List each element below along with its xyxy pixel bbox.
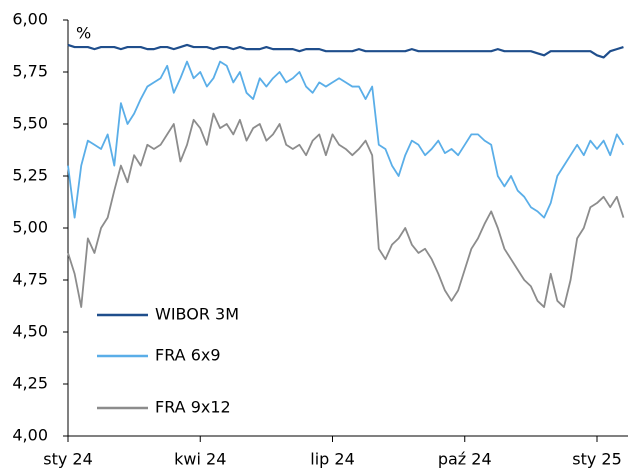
y-tick-label: 5,25 bbox=[12, 166, 48, 185]
y-tick-label: 5,75 bbox=[12, 62, 48, 81]
series-line bbox=[67, 112, 625, 308]
y-tick-label: 4,50 bbox=[12, 322, 48, 341]
y-tick-label: 6,00 bbox=[12, 10, 48, 29]
y-tick-label: 4,00 bbox=[12, 426, 48, 445]
legend-label: FRA 9x12 bbox=[155, 398, 231, 417]
legend-label: FRA 6x9 bbox=[155, 346, 221, 365]
y-tick-label: 4,75 bbox=[12, 270, 48, 289]
y-tick-label: 5,50 bbox=[12, 114, 48, 133]
unit-label: % bbox=[76, 24, 91, 43]
x-tick-label: sty 25 bbox=[572, 450, 622, 469]
x-tick-label: paź 24 bbox=[438, 450, 492, 469]
x-tick-label: lip 24 bbox=[310, 450, 355, 469]
x-tick-label: kwi 24 bbox=[174, 450, 226, 469]
legend-label: WIBOR 3M bbox=[155, 305, 239, 324]
x-tick-label: sty 24 bbox=[43, 450, 93, 469]
y-tick-label: 4,25 bbox=[12, 374, 48, 393]
series-line bbox=[67, 60, 625, 219]
y-tick-label: 5,00 bbox=[12, 218, 48, 237]
series-line bbox=[67, 43, 624, 59]
